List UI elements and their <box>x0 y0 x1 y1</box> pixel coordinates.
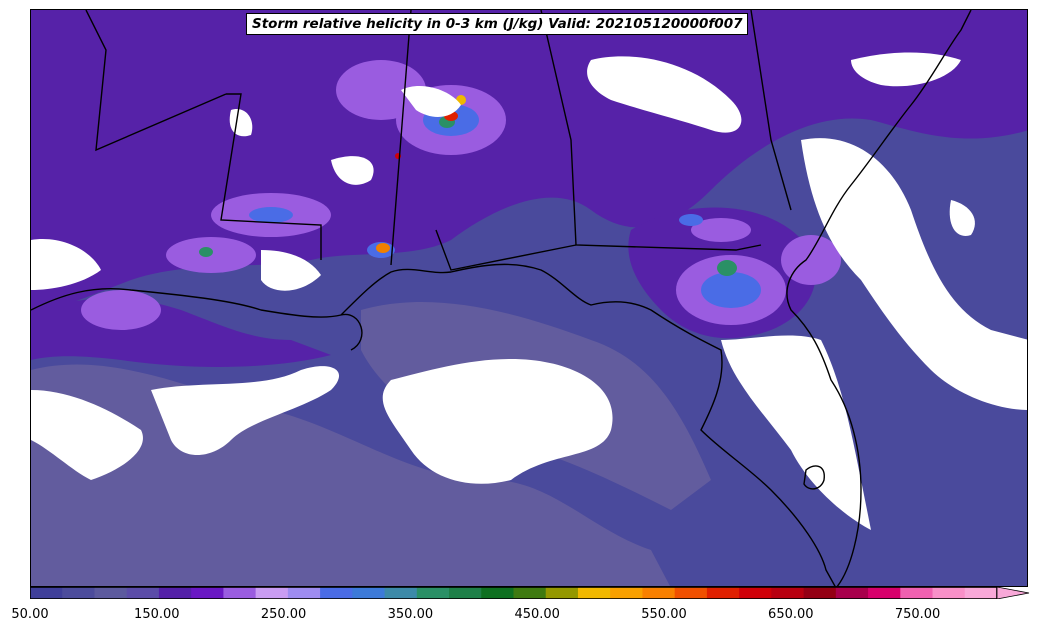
colorbar-segment <box>320 587 353 599</box>
field-below-min <box>31 52 1027 530</box>
colorbar-tick-label: 50.00 <box>11 607 49 622</box>
colorbar-tick-label: 650.00 <box>768 607 814 622</box>
colorbar-segment <box>674 587 708 599</box>
coastline <box>786 10 972 586</box>
colorbar-segment <box>513 587 547 599</box>
state-border <box>220 93 322 260</box>
colorbar-tick-label: 350.00 <box>387 607 434 622</box>
colorbar-segment <box>739 587 772 599</box>
colorbar-segment <box>481 587 515 599</box>
colorbar-tick-label: 250.00 <box>260 607 307 622</box>
state-border <box>435 229 577 271</box>
colorbar-segment <box>126 587 160 599</box>
colorbar-segment <box>545 587 579 599</box>
helicity-map <box>31 10 1027 586</box>
colorbar-tick-label: 750.00 <box>894 607 941 622</box>
colorbar-extend-arrow <box>996 587 1030 599</box>
colorbar-segment <box>610 587 644 599</box>
geo-boundaries <box>31 10 972 586</box>
colorbar-border <box>30 587 998 599</box>
colorbar-segment <box>255 587 289 599</box>
colorbar-segment <box>932 587 966 599</box>
colorbar-segment <box>706 587 740 599</box>
colorbar-segment <box>868 587 901 599</box>
map-title: Storm relative helicity in 0-3 km (J/kg)… <box>246 13 749 35</box>
colorbar-segment <box>191 587 224 599</box>
colorbar-segment <box>771 587 805 599</box>
colorbar-segment <box>287 587 321 599</box>
coastline <box>31 263 836 586</box>
state-border <box>85 10 227 152</box>
colorbar-segment <box>352 587 386 599</box>
colorbar-segment <box>158 587 192 599</box>
colorbar-segment <box>642 587 676 599</box>
colorbar-segment <box>94 587 128 599</box>
colorbar-segment <box>964 587 998 599</box>
colorbar <box>30 587 1030 599</box>
colorbar-segment <box>223 587 257 599</box>
colorbar-segment <box>384 587 418 599</box>
colorbar-segment <box>577 587 611 599</box>
colorbar-tick-label: 550.00 <box>641 607 687 622</box>
colorbar-tick-label: 150.00 <box>134 607 180 622</box>
lake <box>803 465 825 490</box>
state-border <box>750 10 792 211</box>
colorbar-tick-label: 450.00 <box>514 607 560 622</box>
colorbar-segment <box>30 587 63 599</box>
state-border <box>390 10 412 266</box>
colorbar-segment <box>449 587 482 599</box>
colorbar-segment <box>416 587 450 599</box>
colorbar-segment <box>62 587 96 599</box>
colorbar-segment <box>803 587 837 599</box>
colorbar-segment <box>900 587 934 599</box>
colorbar-segment <box>835 587 869 599</box>
map-panel <box>30 9 1028 587</box>
